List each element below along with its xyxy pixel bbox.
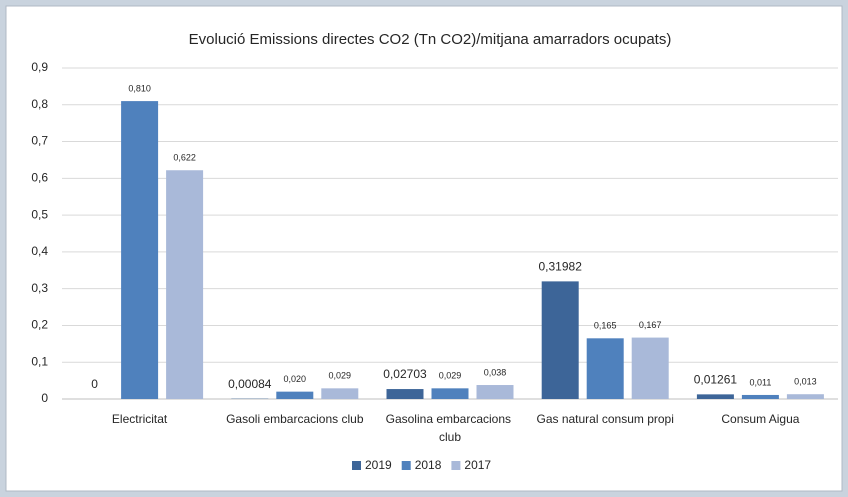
- x-tick-label: Gasoli embarcacions club: [226, 412, 364, 426]
- x-tick-label-line: Gasolina embarcacions: [386, 412, 515, 426]
- x-tick-label-line: Gasoli embarcacions club: [226, 412, 364, 426]
- bar: [696, 394, 734, 399]
- data-label: 0,01261: [694, 373, 738, 387]
- y-tick-label: 0,4: [31, 244, 48, 258]
- bar: [786, 394, 824, 399]
- data-label: 0,167: [639, 320, 662, 330]
- data-label: 0,622: [173, 153, 196, 163]
- data-label: 0,038: [484, 367, 507, 377]
- y-tick-label: 0,2: [31, 318, 48, 332]
- y-tick-label: 0,7: [31, 134, 48, 148]
- data-label: 0,029: [329, 371, 352, 381]
- x-tick-label: Consum Aigua: [721, 412, 799, 426]
- x-tick-label-line: club: [439, 430, 461, 444]
- data-label: 0,020: [284, 374, 307, 384]
- data-label: 0,013: [794, 377, 817, 387]
- bar: [476, 385, 514, 399]
- data-label: 0,165: [594, 321, 617, 331]
- data-label: 0,02703: [383, 367, 427, 381]
- bar: [586, 338, 624, 399]
- legend-swatch: [401, 461, 411, 470]
- bar: [121, 101, 159, 399]
- legend-swatch: [352, 461, 361, 470]
- legend-swatch: [451, 461, 461, 470]
- x-tick-label: Gasolina embarcacions club: [386, 412, 515, 444]
- data-label: 0,810: [128, 83, 151, 93]
- y-tick-label: 0,6: [31, 171, 48, 185]
- y-tick-label: 0,5: [31, 207, 48, 221]
- legend-label: 2017: [464, 458, 491, 472]
- data-label: 0: [91, 377, 98, 391]
- bar: [321, 388, 359, 399]
- x-tick-label: Electricitat: [112, 412, 168, 426]
- bar: [276, 391, 314, 399]
- x-tick-label-line: Gas natural consum propi: [536, 412, 673, 426]
- y-tick-label: 0,1: [31, 354, 48, 368]
- legend-label: 2019: [365, 458, 392, 472]
- bar: [386, 389, 424, 399]
- x-tick-label: Gas natural consum propi: [536, 412, 673, 426]
- data-label: 0,011: [749, 377, 771, 387]
- chart-title: Evolució Emissions directes CO2 (Tn CO2)…: [189, 31, 672, 48]
- bar: [631, 337, 669, 399]
- bar: [741, 394, 779, 399]
- x-tick-label-line: Consum Aigua: [721, 412, 799, 426]
- y-tick-label: 0: [41, 391, 48, 405]
- data-label: 0,31982: [539, 260, 583, 274]
- legend-label: 2018: [415, 458, 442, 472]
- y-tick-label: 0,8: [31, 97, 48, 111]
- y-tick-label: 0,9: [31, 60, 48, 74]
- bar: [431, 388, 469, 399]
- data-label: 0,00084: [228, 377, 272, 391]
- data-label: 0,029: [439, 371, 462, 381]
- bar: [541, 281, 579, 399]
- x-tick-label-line: Electricitat: [112, 412, 168, 426]
- bar: [166, 170, 204, 399]
- y-tick-label: 0,3: [31, 281, 48, 295]
